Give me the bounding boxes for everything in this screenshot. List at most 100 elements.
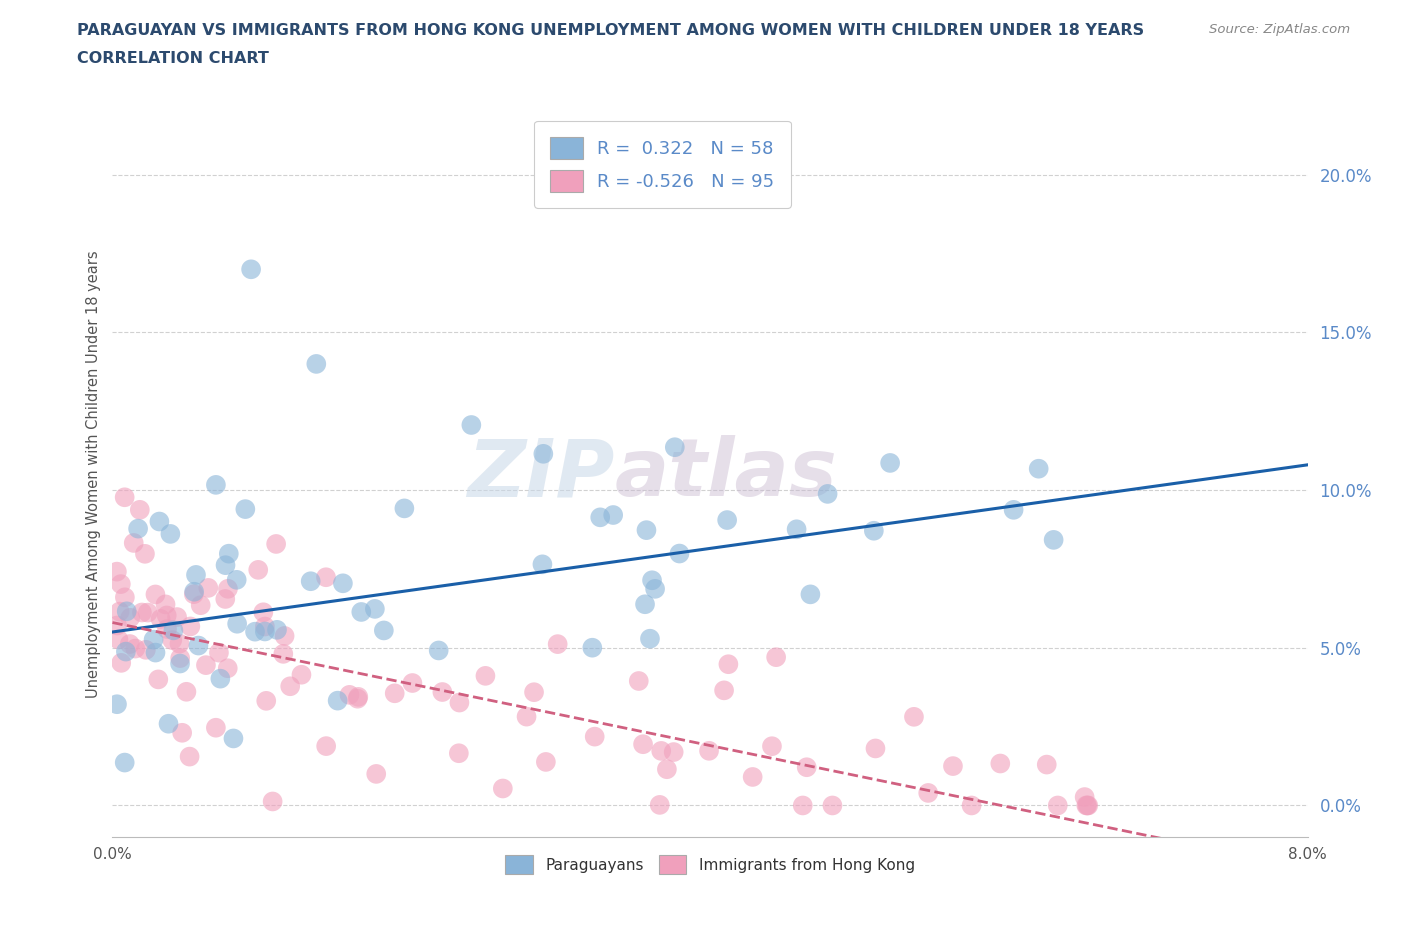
Point	[179, 619, 201, 634]
Point	[636, 523, 658, 538]
Point	[243, 624, 266, 639]
Point	[960, 798, 983, 813]
Point	[110, 577, 132, 591]
Point	[209, 671, 232, 686]
Point	[217, 661, 239, 676]
Point	[124, 641, 146, 656]
Point	[589, 510, 612, 525]
Point	[903, 710, 925, 724]
Point	[988, 756, 1011, 771]
Point	[157, 716, 180, 731]
Point	[315, 738, 337, 753]
Point	[364, 602, 387, 617]
Point	[460, 418, 482, 432]
Text: PARAGUAYAN VS IMMIGRANTS FROM HONG KONG UNEMPLOYMENT AMONG WOMEN WITH CHILDREN U: PARAGUAYAN VS IMMIGRANTS FROM HONG KONG …	[77, 23, 1144, 38]
Point	[217, 581, 239, 596]
Point	[638, 631, 661, 646]
Point	[655, 762, 678, 777]
Point	[156, 608, 179, 623]
Legend: Paraguayans, Immigrants from Hong Kong: Paraguayans, Immigrants from Hong Kong	[499, 849, 921, 880]
Text: Source: ZipAtlas.com: Source: ZipAtlas.com	[1209, 23, 1350, 36]
Point	[145, 645, 167, 660]
Point	[1077, 798, 1099, 813]
Point	[225, 572, 247, 587]
Point	[1042, 533, 1064, 548]
Point	[373, 623, 395, 638]
Point	[162, 623, 184, 638]
Point	[183, 587, 205, 602]
Point	[134, 547, 156, 562]
Point	[208, 645, 231, 660]
Point	[865, 741, 887, 756]
Point	[114, 490, 136, 505]
Point	[159, 526, 181, 541]
Point	[1046, 798, 1069, 813]
Point	[366, 766, 388, 781]
Point	[631, 737, 654, 751]
Point	[792, 798, 814, 813]
Point	[427, 643, 450, 658]
Point	[120, 610, 142, 625]
Point	[305, 356, 328, 371]
Point	[149, 612, 172, 627]
Point	[384, 685, 406, 700]
Point	[581, 640, 603, 655]
Point	[194, 658, 217, 672]
Point	[205, 477, 228, 492]
Point	[447, 746, 470, 761]
Point	[449, 695, 471, 710]
Point	[135, 643, 157, 658]
Point	[169, 656, 191, 671]
Point	[162, 632, 184, 647]
Point	[741, 769, 763, 784]
Point	[697, 743, 720, 758]
Point	[942, 759, 965, 774]
Point	[278, 679, 301, 694]
Point	[531, 557, 554, 572]
Point	[523, 684, 546, 699]
Point	[105, 618, 128, 633]
Point	[717, 657, 740, 671]
Point	[516, 710, 538, 724]
Point	[583, 729, 606, 744]
Point	[197, 580, 219, 595]
Point	[648, 797, 671, 812]
Point	[821, 798, 844, 813]
Point	[350, 604, 373, 619]
Point	[183, 584, 205, 599]
Point	[668, 546, 690, 561]
Point	[253, 624, 276, 639]
Point	[108, 604, 131, 619]
Point	[713, 683, 735, 698]
Point	[290, 668, 312, 683]
Point	[917, 786, 939, 801]
Point	[169, 636, 191, 651]
Text: atlas: atlas	[614, 435, 837, 513]
Point	[401, 675, 423, 690]
Point	[226, 617, 249, 631]
Point	[332, 576, 354, 591]
Point	[105, 697, 128, 711]
Point	[266, 622, 288, 637]
Point	[148, 672, 170, 687]
Text: ZIP: ZIP	[467, 435, 614, 513]
Point	[799, 587, 821, 602]
Point	[339, 687, 361, 702]
Point	[1076, 798, 1098, 813]
Point	[1002, 502, 1025, 517]
Y-axis label: Unemployment Among Women with Children Under 18 years: Unemployment Among Women with Children U…	[86, 250, 101, 698]
Point	[128, 502, 150, 517]
Point	[233, 501, 256, 516]
Point	[761, 738, 783, 753]
Point	[432, 684, 454, 699]
Point	[796, 760, 818, 775]
Point	[262, 794, 284, 809]
Point	[254, 694, 277, 709]
Point	[664, 440, 686, 455]
Point	[247, 563, 270, 578]
Point	[531, 446, 554, 461]
Point	[394, 501, 416, 516]
Point	[765, 650, 787, 665]
Point	[118, 637, 141, 652]
Point	[218, 546, 240, 561]
